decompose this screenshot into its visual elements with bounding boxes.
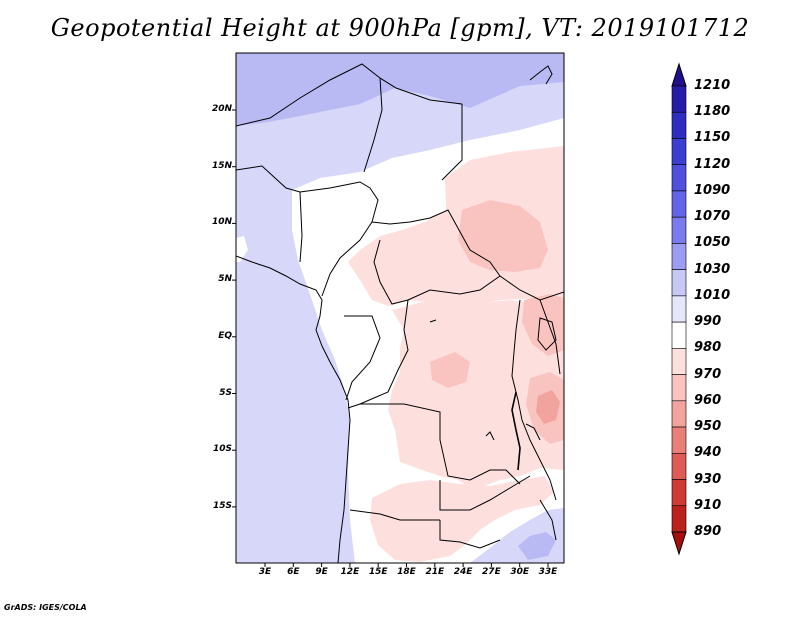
colorbar-swatch	[671, 348, 687, 375]
field-970-980-a	[458, 200, 548, 272]
lon-label: 6E	[287, 567, 300, 577]
colorbar-level-label: 1180	[694, 104, 731, 120]
colorbar-level-label: 970	[694, 366, 722, 382]
colorbar-swatch	[671, 138, 687, 166]
field-970-980-b	[522, 294, 564, 356]
colorbar-swatch	[671, 243, 687, 270]
lat-label: EQ	[218, 330, 232, 341]
chart-title: Geopotential Height at 900hPa [gpm], VT:…	[50, 14, 750, 42]
colorbar-swatch	[671, 452, 687, 480]
colorbar-swatch	[671, 321, 687, 349]
colorbar-swatch	[671, 374, 687, 402]
colorbar-swatch	[671, 400, 687, 428]
colorbar-level-label: 890	[694, 524, 722, 539]
political-boundaries	[236, 63, 564, 563]
colorbar-level-label: 1050	[694, 235, 731, 251]
lon-label: 24E	[453, 567, 473, 577]
lon-label: 33E	[538, 567, 558, 577]
colorbar-level-label: 1070	[694, 209, 731, 225]
colorbar-level-label: 960	[694, 392, 722, 408]
colorbar-swatch	[671, 111, 687, 139]
colorbar-swatch	[671, 216, 687, 244]
colorbar-level-label: 950	[694, 419, 722, 435]
colorbar-swatch	[671, 269, 687, 297]
footer-credit: GrADS: IGES/COLA	[4, 603, 87, 612]
colorbar-level-label: 990	[694, 314, 722, 330]
lon-label: 12E	[340, 567, 360, 577]
colorbar-level-label: 1030	[694, 261, 731, 277]
field-980-990-congo	[388, 300, 564, 488]
axis-ticks	[232, 109, 549, 567]
lat-label: 10N	[211, 217, 232, 228]
field-970-980-d	[430, 352, 470, 388]
colorbar-swatch	[671, 505, 687, 533]
lat-label: 15S	[212, 500, 232, 511]
lat-label: 10S	[212, 444, 232, 455]
field-960-970	[536, 390, 560, 424]
colorbar-swatch	[671, 295, 687, 323]
field-1030-1050-se	[518, 532, 556, 560]
colorbar-level-label: 1150	[694, 130, 731, 146]
colorbar-top-arrow	[671, 62, 687, 87]
colorbar-swatch	[671, 426, 687, 454]
lat-label: 5N	[218, 274, 232, 285]
field-980-990-south	[370, 476, 554, 562]
colorbar	[671, 62, 687, 556]
lat-label: 20N	[211, 104, 232, 114]
field-990-1010-coast	[236, 236, 248, 262]
colorbar-level-label: 1210	[694, 78, 731, 93]
colorbar-swatch	[671, 85, 687, 113]
lon-label: 15E	[368, 567, 388, 577]
lon-label: 21E	[425, 567, 445, 577]
colorbar-level-label: 1090	[694, 182, 731, 198]
colorbar-swatch	[671, 164, 687, 192]
colorbar-level-label: 910	[694, 497, 722, 513]
lat-label: 5S	[219, 387, 232, 398]
lat-label: 15N	[211, 160, 232, 171]
lon-label: 3E	[258, 567, 272, 577]
lon-label: 9E	[315, 567, 328, 577]
colorbar-level-label: 1010	[694, 287, 731, 303]
field-1030-1050-north	[236, 53, 564, 126]
colorbar-swatch	[671, 479, 687, 507]
lon-label: 18E	[397, 567, 416, 577]
colorbar-level-label: 1120	[694, 156, 731, 172]
colorbar-level-label: 930	[694, 471, 722, 487]
lon-label: 30E	[510, 567, 530, 577]
colorbar-level-label: 980	[694, 340, 722, 356]
map-frame	[235, 52, 565, 564]
lon-label: 27E	[482, 567, 501, 577]
colorbar-swatch	[671, 190, 687, 218]
colorbar-level-label: 940	[694, 445, 722, 461]
colorbar-bottom-arrow	[671, 531, 687, 556]
